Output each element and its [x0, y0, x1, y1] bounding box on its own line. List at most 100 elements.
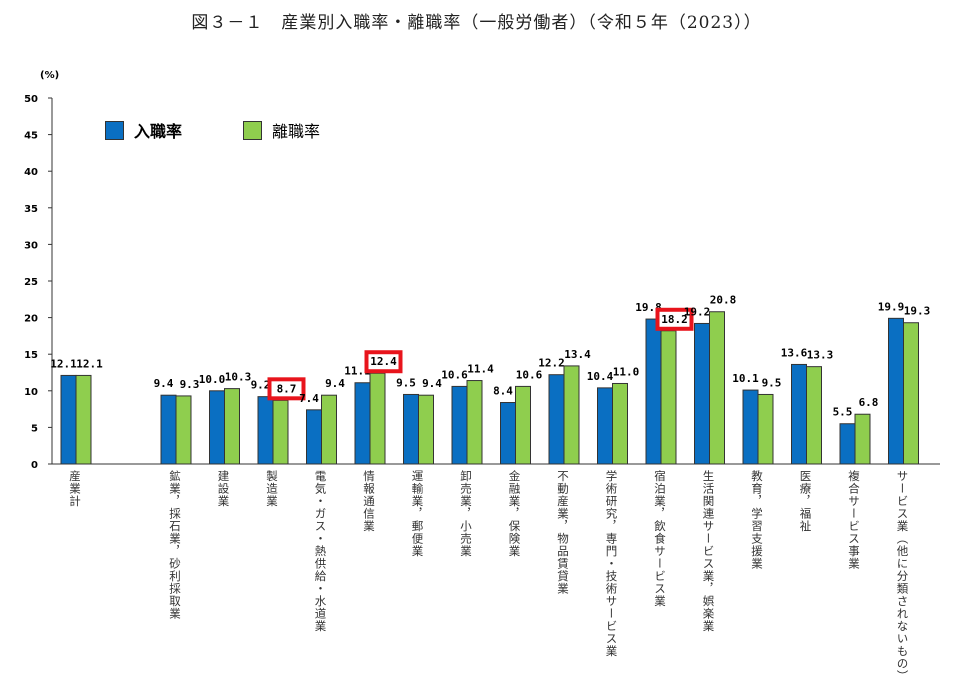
y-tick-label: 25 — [24, 277, 38, 288]
y-tick-label: 30 — [24, 240, 38, 251]
exit-rate-label: 19.3 — [904, 305, 931, 318]
entry-rate-bar — [403, 393, 419, 465]
y-tick-label: 5 — [31, 423, 38, 434]
entry-rate-label: 10.1 — [732, 372, 759, 385]
exit-rate-bar — [272, 399, 289, 465]
category-label: 学術研究，専門・技術サービス業 — [604, 470, 619, 658]
entry-rate-bar — [60, 374, 77, 465]
exit-rate-bar — [757, 393, 774, 465]
exit-rate-bar — [563, 365, 580, 465]
entry-rate-bar — [839, 423, 856, 465]
highlight-box — [655, 307, 694, 331]
entry-rate-bar — [548, 374, 565, 465]
exit-rate-bar — [175, 395, 192, 465]
exit-rate-label: 12.4 — [370, 355, 397, 368]
entry-rate-label: 13.6 — [781, 346, 808, 359]
category-label: 運輸業，郵便業 — [410, 470, 425, 558]
y-tick-label: 40 — [24, 167, 38, 178]
category-label: 産業計 — [68, 470, 82, 508]
exit-rate-bar — [321, 394, 337, 465]
entry-rate-label: 9.2 — [251, 379, 271, 392]
exit-rate-bar — [903, 322, 919, 465]
category-label: 医療，福祉 — [798, 470, 813, 533]
exit-rate-label: 9.4 — [422, 377, 442, 390]
y-tick-label: 35 — [24, 204, 38, 215]
entry-rate-bar — [354, 382, 371, 465]
exit-rate-label: 13.4 — [564, 348, 591, 361]
entry-rate-bar — [500, 402, 516, 465]
entry-rate-label: 10.0 — [199, 373, 226, 386]
category-label: 金融業，保険業 — [507, 470, 522, 558]
entry-rate-label: 12.2 — [538, 357, 565, 370]
exit-rate-label: 9.5 — [762, 376, 782, 389]
exit-rate-label: 11.4 — [467, 363, 494, 376]
legend-swatch-entry — [105, 121, 124, 140]
y-tick-label: 45 — [24, 131, 38, 142]
category-label: 教育，学習支援業 — [750, 470, 764, 570]
exit-rate-label: 20.8 — [710, 294, 737, 307]
entry-rate-label: 5.5 — [833, 406, 853, 419]
entry-rate-label: 19.2 — [684, 305, 711, 318]
exit-rate-bar — [806, 366, 822, 465]
entry-rate-bar — [257, 396, 274, 465]
y-tick-label: 15 — [24, 350, 38, 361]
legend-label-exit: 離職率 — [272, 122, 321, 141]
category-label: 卸売業，小売業 — [459, 470, 473, 558]
category-label: 生活関連サービス業，娯楽業 — [701, 470, 716, 633]
chart-title: 図３－１ 産業別入職率・離職率（一般労働者）（令和５年（2023）） — [191, 13, 762, 33]
exit-rate-label: 18.2 — [661, 313, 688, 326]
entry-rate-bar — [306, 409, 322, 465]
category-label: 不動産業，物品賃貸業 — [556, 470, 570, 595]
entry-rate-label: 10.4 — [587, 370, 614, 383]
exit-rate-bar — [660, 330, 677, 465]
category-label: サービス業（他に分類されないもの） — [895, 470, 910, 683]
exit-rate-label: 6.8 — [859, 396, 879, 409]
entry-rate-bar — [160, 394, 177, 465]
category-label: 鉱業，採石業，砂利採取業 — [168, 470, 182, 620]
entry-rate-label: 11.1 — [344, 365, 371, 378]
entry-rate-label: 9.5 — [396, 376, 416, 389]
category-label: 建設業 — [216, 470, 231, 508]
entry-rate-label: 7.4 — [299, 392, 319, 405]
exit-rate-label: 11.0 — [613, 365, 640, 378]
exit-rate-bar — [224, 388, 240, 465]
exit-rate-bar — [854, 413, 871, 465]
entry-rate-label: 12.1 — [50, 357, 77, 370]
entry-rate-bar — [645, 318, 662, 465]
entry-rate-bar — [694, 322, 710, 465]
entry-rate-bar — [791, 363, 807, 465]
exit-rate-bar — [75, 374, 92, 465]
legend-entry-rate: 入職率 — [105, 118, 182, 142]
highlight-box — [267, 377, 306, 401]
y-tick-label: 0 — [31, 460, 38, 471]
exit-rate-bar — [515, 385, 531, 465]
y-axis-unit: (%) — [40, 70, 59, 81]
exit-rate-label: 10.3 — [225, 371, 252, 384]
legend-label-entry: 入職率 — [134, 122, 183, 141]
entry-rate-label: 19.9 — [878, 300, 905, 313]
exit-rate-label: 8.7 — [277, 382, 297, 395]
exit-rate-bar — [612, 382, 628, 465]
entry-rate-label: 8.4 — [493, 385, 513, 398]
exit-rate-label: 9.4 — [325, 377, 345, 390]
legend-swatch-exit — [243, 121, 262, 140]
y-tick-label: 10 — [24, 387, 38, 398]
category-label: 製造業 — [265, 470, 279, 508]
category-label: 宿泊業，飲食サービス業 — [653, 470, 667, 608]
highlight-box — [364, 350, 403, 374]
exit-rate-label: 9.3 — [180, 378, 200, 391]
y-tick-label: 50 — [24, 94, 38, 105]
entry-rate-bar — [742, 389, 759, 465]
legend-exit-rate: 離職率 — [243, 118, 320, 142]
entry-rate-label: 19.8 — [635, 301, 662, 314]
exit-rate-label: 13.3 — [807, 349, 834, 362]
entry-rate-label: 10.6 — [441, 368, 468, 381]
entry-rate-bar — [597, 387, 613, 465]
entry-rate-bar — [451, 385, 468, 465]
entry-rate-bar — [888, 317, 904, 465]
exit-rate-bar — [709, 311, 725, 465]
entry-rate-label: 9.4 — [154, 377, 174, 390]
category-label: 情報通信業 — [362, 470, 376, 533]
category-label: 複合サービス事業 — [847, 470, 861, 570]
